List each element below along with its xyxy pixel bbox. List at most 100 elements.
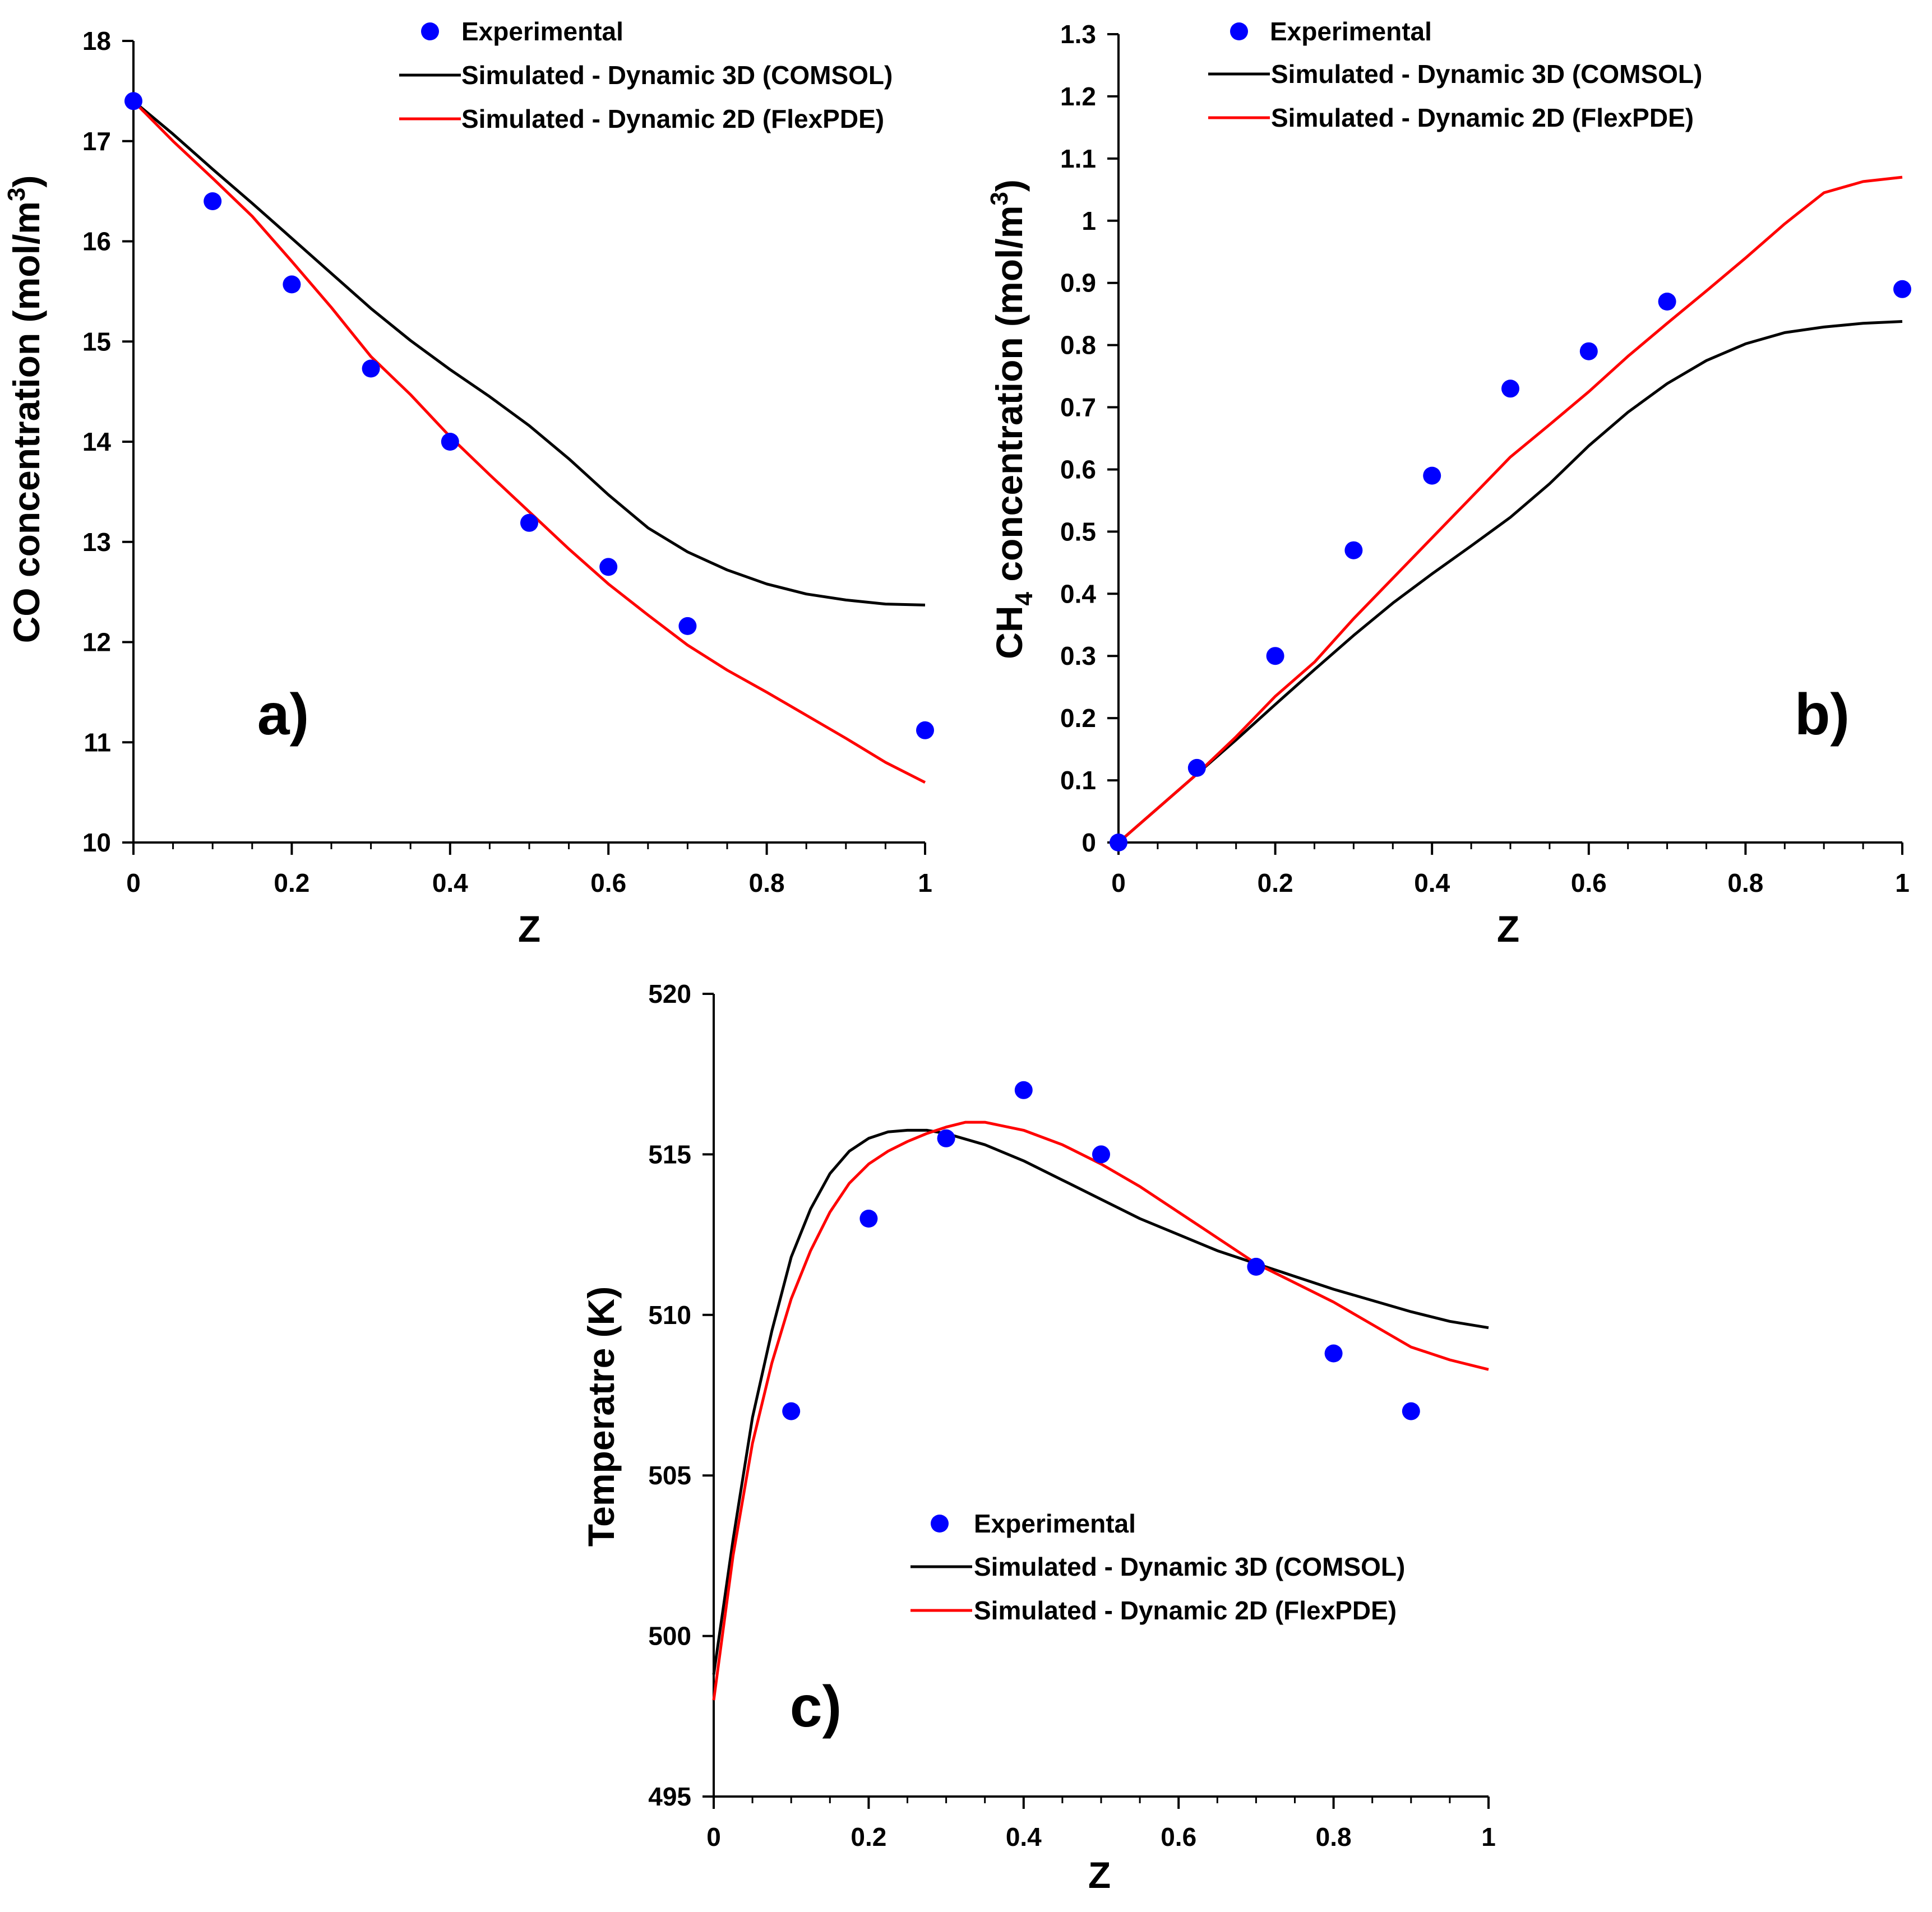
data-point-a — [283, 275, 301, 294]
series-line-sim2d-a — [132, 100, 926, 784]
y-tick-label-b: 0.6 — [1060, 455, 1096, 484]
y-tick-label-c: 520 — [648, 979, 691, 1008]
x-tick-label-b: 0.6 — [1571, 868, 1607, 897]
x-tick-label-c: 0.6 — [1161, 1822, 1196, 1851]
panel-label-c: c) — [790, 1674, 842, 1739]
y-tick-label-b: 0.3 — [1060, 641, 1096, 670]
data-point-a — [599, 558, 618, 576]
y-tick-label-b: 0.7 — [1060, 393, 1096, 422]
x-tick-label-b: 0.4 — [1414, 868, 1450, 897]
legend-sim3d-label-a: Simulated - Dynamic 3D (COMSOL) — [461, 61, 893, 90]
panel-label-a: a) — [257, 682, 309, 747]
y-tick-label-b: 0.8 — [1060, 331, 1096, 360]
y-tick-label-c: 510 — [648, 1300, 691, 1330]
data-point-c — [859, 1210, 878, 1228]
y-axis-title-b: CH4 concentration (mol/m3) — [986, 179, 1038, 659]
y-tick-label-c: 500 — [648, 1622, 691, 1651]
data-point-a — [362, 359, 380, 378]
x-axis-title-c: Z — [1088, 1854, 1111, 1896]
data-point-b — [1187, 758, 1206, 777]
y-tick-label-a: 11 — [84, 728, 111, 757]
legend-sim3d-label-b: Simulated - Dynamic 3D (COMSOL) — [1271, 59, 1702, 89]
y-tick-label-b: 1.1 — [1060, 144, 1096, 173]
legend-b: Experimental Simulated - Dynamic 3D (COM… — [1208, 17, 1702, 132]
series-line-sim2d-c — [712, 1121, 1489, 1701]
legend-experimental-marker-b — [1230, 22, 1248, 40]
chart-panel-b: CH4 concentration (mol/m3) Z b) Experime… — [986, 17, 1911, 950]
data-point-b — [1344, 541, 1363, 559]
y-tick-label-a: 14 — [82, 427, 112, 456]
y-tick-label-a: 13 — [82, 527, 111, 557]
y-tick-label-a: 15 — [82, 327, 111, 356]
x-tick-label-c: 0 — [706, 1822, 721, 1851]
data-point-a — [916, 721, 934, 739]
y-tick-label-c: 505 — [648, 1461, 691, 1490]
data-point-c — [1402, 1402, 1420, 1420]
data-point-b — [1893, 280, 1911, 298]
data-point-a — [520, 513, 538, 532]
data-point-b — [1266, 647, 1284, 665]
series-line-sim2d-b — [1117, 175, 1903, 844]
y-tick-label-a: 12 — [82, 628, 111, 657]
y-tick-label-a: 17 — [82, 127, 111, 156]
data-point-c — [1014, 1081, 1033, 1099]
data-point-c — [1092, 1145, 1110, 1164]
legend-c: Experimental Simulated - Dynamic 3D (COM… — [910, 1509, 1405, 1625]
x-tick-label-c: 0.4 — [1006, 1822, 1042, 1851]
x-tick-label-b: 0 — [1111, 868, 1126, 897]
axes-c: 495 500 505 510 515 520 0 0.2 0.4 0.6 0.8 1 — [648, 979, 1496, 1851]
series-points-experimental-b — [1110, 280, 1911, 851]
data-point-a — [678, 617, 697, 635]
x-tick-label-a: 0.6 — [590, 868, 626, 897]
panel-label-b: b) — [1795, 682, 1850, 747]
y-tick-label-a: 16 — [82, 227, 111, 256]
y-tick-label-b: 1 — [1081, 206, 1096, 235]
x-tick-label-c: 0.2 — [851, 1822, 886, 1851]
x-tick-label-c: 1 — [1481, 1822, 1496, 1851]
legend-sim2d-label-c: Simulated - Dynamic 2D (FlexPDE) — [974, 1596, 1397, 1625]
data-point-a — [204, 192, 222, 210]
x-tick-label-a: 0.2 — [274, 868, 309, 897]
x-tick-label-a: 0.8 — [749, 868, 785, 897]
legend-experimental-label-b: Experimental — [1270, 17, 1432, 46]
x-tick-label-a: 0.4 — [432, 868, 468, 897]
legend-experimental-label-a: Experimental — [461, 17, 623, 46]
y-tick-label-b: 0.5 — [1060, 517, 1096, 546]
x-tick-label-b: 0.8 — [1727, 868, 1763, 897]
legend-a: Experimental Simulated - Dynamic 3D (COM… — [399, 17, 893, 133]
y-tick-label-a: 18 — [82, 26, 111, 55]
x-axis-title-a: Z — [518, 908, 540, 950]
legend-sim2d-label-a: Simulated - Dynamic 2D (FlexPDE) — [461, 104, 884, 133]
legend-experimental-label-c: Experimental — [974, 1509, 1136, 1538]
series-points-experimental-a — [124, 92, 934, 739]
y-tick-label-b: 0 — [1081, 828, 1096, 857]
data-point-c — [1324, 1344, 1343, 1363]
series-points-experimental-c — [782, 1081, 1420, 1420]
data-point-b — [1579, 342, 1598, 360]
y-axis-title-a: CO concentration (mol/m3) — [3, 175, 47, 643]
y-tick-label-c: 495 — [648, 1782, 691, 1811]
series-line-sim3d-c — [712, 1128, 1489, 1675]
data-point-a — [124, 92, 142, 110]
data-point-b — [1423, 466, 1441, 485]
x-tick-label-a: 0 — [126, 868, 141, 897]
y-tick-label-b: 0.9 — [1060, 268, 1096, 298]
y-axis-title-c: Temperatre (K) — [580, 1286, 622, 1547]
x-axis-title-b: Z — [1497, 908, 1519, 950]
x-tick-label-b: 1 — [1895, 868, 1910, 897]
data-point-b — [1658, 293, 1676, 311]
data-point-c — [1247, 1257, 1265, 1276]
x-tick-label-c: 0.8 — [1316, 1822, 1352, 1851]
chart-panel-a: CO concentration (mol/m3) Z a) Experimen… — [3, 17, 934, 950]
legend-experimental-marker-c — [931, 1515, 949, 1533]
axes-b: 0 0.1 0.2 0.3 0.4 0.5 0.6 0.7 0.8 0.9 1 1.1 1.2 1.3 0 0… — [1060, 20, 1910, 897]
legend-experimental-marker-a — [421, 22, 439, 40]
y-tick-label-b: 1.2 — [1060, 82, 1096, 111]
y-tick-label-b: 1.3 — [1060, 20, 1096, 49]
data-point-c — [937, 1129, 955, 1147]
data-point-c — [782, 1402, 801, 1420]
chart-panel-c: Temperatre (K) Z c) Experimental Simulat… — [580, 979, 1496, 1896]
x-tick-label-b: 0.2 — [1258, 868, 1293, 897]
data-point-b — [1501, 379, 1519, 398]
